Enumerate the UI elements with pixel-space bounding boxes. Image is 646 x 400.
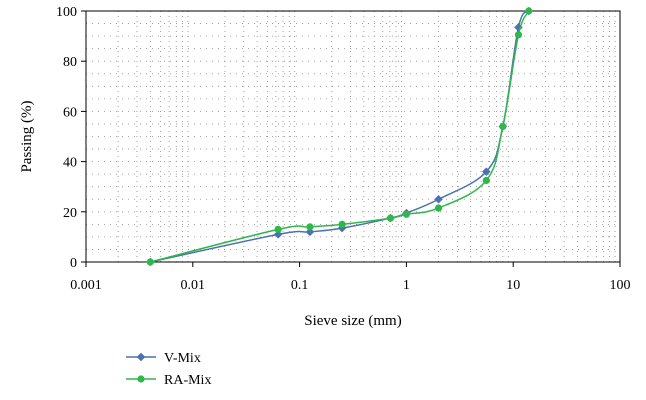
data-point-circle xyxy=(402,210,410,218)
data-point-diamond xyxy=(273,230,283,239)
x-tick-label: 100 xyxy=(610,278,631,293)
tick-labels: 0 20 40 60 80 100 0.001 0.01 0.1 1 10 100 xyxy=(56,5,631,293)
x-tick-label: 10 xyxy=(506,278,520,293)
legend: V-Mix RA-Mix xyxy=(126,351,211,388)
data-point-circle xyxy=(146,258,154,266)
plot-frame xyxy=(85,10,621,263)
y-axis-title: Passing (%) xyxy=(19,100,35,172)
legend-item: RA-Mix xyxy=(126,373,211,388)
series-v-mix xyxy=(145,6,534,267)
x-tick-label: 0.01 xyxy=(181,278,206,293)
legend-swatch-marker xyxy=(137,375,145,383)
x-axis-title: Sieve size (mm) xyxy=(304,313,401,329)
y-tick-label: 60 xyxy=(63,105,77,120)
y-tick-label: 100 xyxy=(56,5,77,20)
data-point-circle xyxy=(482,176,490,185)
data-point-circle xyxy=(306,223,314,231)
data-point-diamond xyxy=(305,227,315,237)
y-tick-label: 80 xyxy=(63,55,77,70)
series-layer xyxy=(145,6,534,267)
y-tick-label: 40 xyxy=(63,156,77,171)
series-ra-mix xyxy=(146,7,533,266)
data-point-diamond xyxy=(434,194,443,204)
x-tick-label: 1 xyxy=(403,278,410,293)
y-tick-label: 0 xyxy=(70,256,77,271)
legend-label: V-Mix xyxy=(164,351,201,366)
data-point-circle xyxy=(499,122,507,131)
data-point-circle xyxy=(525,7,533,15)
tick-marks xyxy=(81,10,621,267)
x-tick-label: 0.001 xyxy=(70,278,102,293)
legend-swatch-marker xyxy=(136,352,146,362)
data-point-circle xyxy=(434,204,443,212)
data-point-diamond xyxy=(481,167,491,176)
x-tick-label: 0.1 xyxy=(291,278,309,293)
legend-item: V-Mix xyxy=(126,351,201,366)
data-point-circle xyxy=(514,31,523,39)
grid-lines xyxy=(86,11,620,262)
axes xyxy=(85,10,621,263)
data-point-circle xyxy=(274,225,282,233)
data-point-circle xyxy=(338,220,346,228)
data-point-circle xyxy=(386,214,395,222)
y-tick-label: 20 xyxy=(63,206,77,221)
legend-label: RA-Mix xyxy=(164,373,211,388)
